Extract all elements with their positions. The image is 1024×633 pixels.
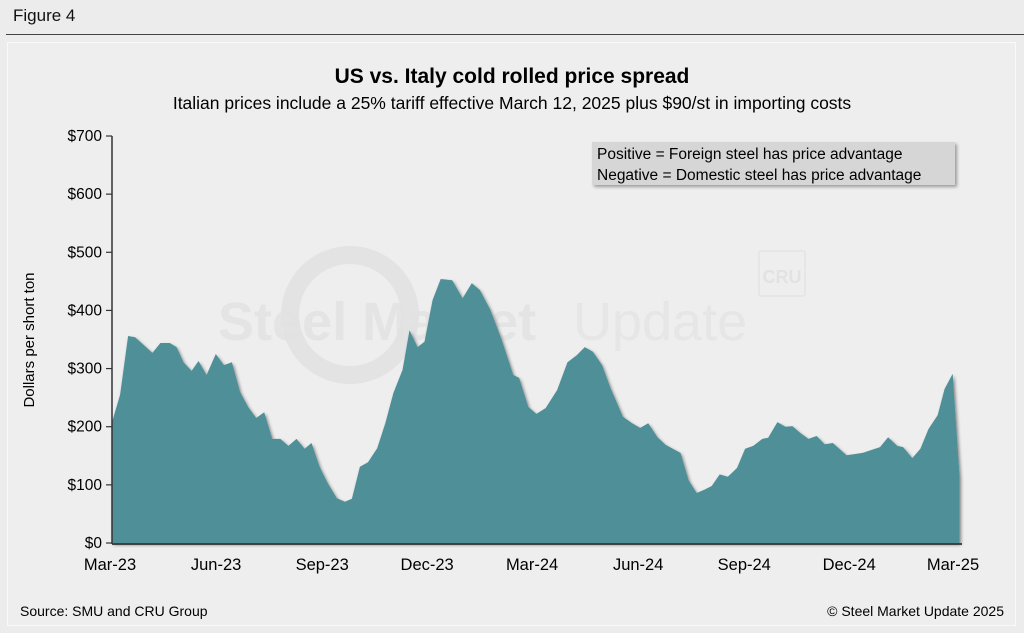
- source-note: Source: SMU and CRU Group: [20, 603, 208, 619]
- series-area: [112, 279, 960, 543]
- annotation-positive: Positive = Foreign steel has price advan…: [597, 146, 902, 163]
- annotation-box-bg: [592, 142, 955, 185]
- watermark: Steel Market Update CRU: [218, 246, 806, 384]
- y-axis-label: Dollars per short ton: [21, 272, 38, 407]
- axes: $0 $100 $200 $300 $400 $500 $600 $700 Mar-23 Jun-…: [68, 128, 980, 574]
- annotation-box: Positive = Foreign steel has price advan…: [592, 142, 955, 185]
- x-tick-label: Sep-23: [296, 556, 349, 574]
- y-tick-label: $400: [68, 302, 103, 319]
- y-tick-label: $500: [68, 244, 103, 261]
- watermark-cru-box: [758, 250, 806, 297]
- x-tick-label: Dec-24: [823, 556, 876, 574]
- y-tick-label: $200: [68, 419, 103, 436]
- copyright-note: © Steel Market Update 2025: [827, 603, 1004, 619]
- header-divider: [6, 34, 1024, 35]
- annotation-negative: Negative = Domestic steel has price adva…: [597, 167, 921, 184]
- chart-title: US vs. Italy cold rolled price spread: [335, 65, 690, 88]
- x-tick-label: Mar-23: [84, 556, 136, 574]
- watermark-brand-light: Update: [573, 292, 747, 352]
- x-tick-label: Mar-25: [927, 556, 979, 574]
- x-tick-label: Jun-24: [613, 556, 663, 574]
- y-tick-label: $0: [85, 535, 103, 552]
- watermark-logo-ring: [281, 246, 419, 384]
- x-tick-label: Jun-23: [191, 556, 241, 574]
- x-tick-label: Dec-23: [401, 556, 454, 574]
- plot-area: [112, 279, 960, 543]
- y-tick-label: $300: [68, 361, 103, 378]
- chart-subtitle: Italian prices include a 25% tariff effe…: [173, 93, 852, 113]
- y-tick-label: $100: [68, 477, 103, 494]
- figure-label: Figure 4: [13, 6, 76, 25]
- y-tick-label: $600: [68, 186, 103, 203]
- x-tick-label: Mar-24: [506, 556, 558, 574]
- x-tick-label: Sep-24: [718, 556, 771, 574]
- watermark-cru-badge: CRU: [763, 267, 802, 287]
- y-tick-label: $700: [68, 128, 103, 145]
